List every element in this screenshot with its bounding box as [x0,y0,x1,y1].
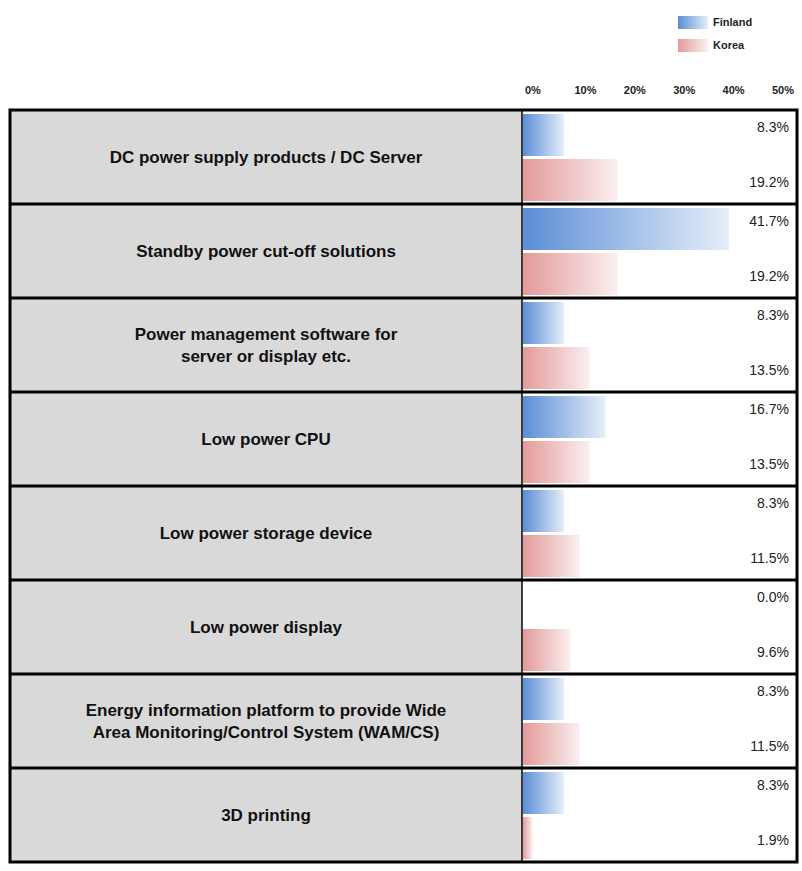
bar [523,302,564,344]
row-separator [10,767,797,770]
legend-label: Korea [713,39,745,51]
data-label: 0.0% [757,589,789,605]
tick-label: 20% [624,84,646,96]
row-separator [10,391,797,394]
category-label: Low power storage device [160,524,373,543]
bar [523,159,618,201]
bar [523,114,564,156]
data-label: 8.3% [757,119,789,135]
data-label: 11.5% [750,738,789,754]
bar [523,253,618,295]
chart: Finland Korea 0% 10% 20% 30% 40% 50% 8.3% 19.2% 41… [0,0,802,871]
tick-label: 40% [723,84,745,96]
row-separator [10,485,797,488]
data-label: 9.6% [757,644,789,660]
bar [523,396,605,438]
data-label: 13.5% [749,362,789,378]
row-separator [10,203,797,206]
category-label: Energy information platform to provide W… [86,701,447,742]
data-label: 41.7% [749,213,789,229]
bar [523,678,564,720]
row-separator [10,673,797,676]
legend-swatch [678,39,708,52]
data-label: 8.3% [757,495,789,511]
bar [523,772,564,814]
bar [523,535,580,577]
category-label: Low power display [190,618,343,637]
data-label: 8.3% [757,777,789,793]
tick-label: 30% [673,84,695,96]
bar [523,629,570,671]
tick-label: 10% [574,84,596,96]
category-label: Low power CPU [201,430,330,449]
bar [523,441,590,483]
bar [523,490,564,532]
tick-label: 0% [525,84,541,96]
data-label: 1.9% [757,832,789,848]
column-divider [521,110,523,862]
category-label: 3D printing [221,806,311,825]
data-label: 19.2% [749,268,789,284]
table-frame [10,110,797,862]
bar [523,723,580,765]
legend: Finland Korea [678,16,752,52]
category-label: DC power supply products / DC Server [110,148,423,167]
data-labels: 8.3% 19.2% 41.7% 19.2% 8.3% 13.5% 16.7% 13.5% 8.… [749,119,789,848]
category-label: Power management software forserver or d… [135,325,398,366]
data-label: 13.5% [749,456,789,472]
data-label: 8.3% [757,307,789,323]
data-label: 11.5% [750,550,789,566]
category-label: Standby power cut-off solutions [136,242,396,261]
row-separator [10,579,797,582]
row-separator [10,297,797,300]
tick-label: 50% [772,84,794,96]
bar [523,817,532,859]
legend-swatch [678,16,708,29]
data-label: 19.2% [749,174,789,190]
bar [523,584,524,626]
data-label: 8.3% [757,683,789,699]
bar [523,208,729,250]
data-label: 16.7% [749,401,789,417]
legend-label: Finland [713,16,752,28]
bar [523,347,590,389]
